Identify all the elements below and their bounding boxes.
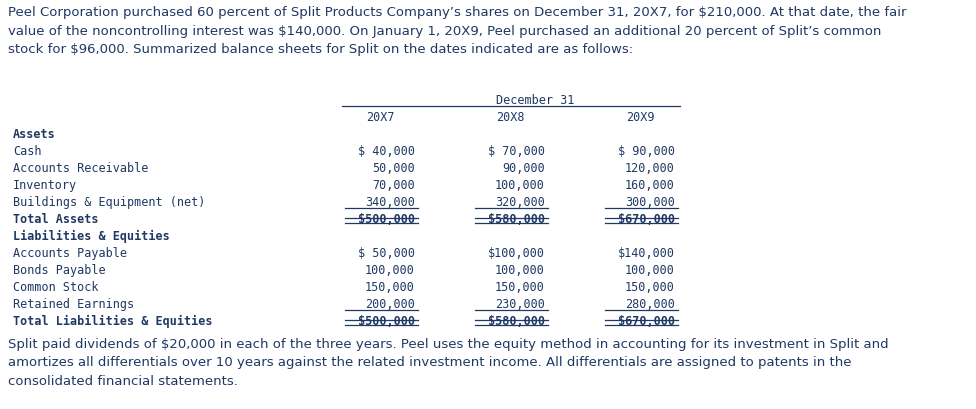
Text: 340,000: 340,000 (365, 196, 415, 209)
Text: $140,000: $140,000 (618, 246, 675, 259)
Text: Peel Corporation purchased 60 percent of Split Products Company’s shares on Dece: Peel Corporation purchased 60 percent of… (8, 6, 907, 56)
Text: Bonds Payable: Bonds Payable (13, 263, 105, 276)
Text: Accounts Receivable: Accounts Receivable (13, 162, 148, 175)
Text: 280,000: 280,000 (625, 297, 675, 310)
Text: $ 40,000: $ 40,000 (358, 145, 415, 157)
Text: $580,000: $580,000 (488, 314, 545, 327)
Text: 20X8: 20X8 (496, 111, 524, 124)
Text: 320,000: 320,000 (495, 196, 545, 209)
Text: 90,000: 90,000 (503, 162, 545, 175)
Text: 100,000: 100,000 (625, 263, 675, 276)
Text: 300,000: 300,000 (625, 196, 675, 209)
Text: $500,000: $500,000 (358, 213, 415, 225)
Text: $670,000: $670,000 (618, 314, 675, 327)
Text: Liabilities & Equities: Liabilities & Equities (13, 229, 170, 243)
Text: $580,000: $580,000 (488, 213, 545, 225)
Text: $670,000: $670,000 (618, 213, 675, 225)
Text: 150,000: 150,000 (495, 280, 545, 293)
Text: 150,000: 150,000 (625, 280, 675, 293)
Text: 70,000: 70,000 (372, 179, 415, 191)
Text: $ 50,000: $ 50,000 (358, 246, 415, 259)
Text: 50,000: 50,000 (372, 162, 415, 175)
Text: 20X7: 20X7 (366, 111, 394, 124)
Text: Total Assets: Total Assets (13, 213, 99, 225)
Text: Inventory: Inventory (13, 179, 77, 191)
Text: 160,000: 160,000 (625, 179, 675, 191)
Text: Retained Earnings: Retained Earnings (13, 297, 134, 310)
Text: 200,000: 200,000 (365, 297, 415, 310)
Text: Assets: Assets (13, 128, 56, 141)
Text: 100,000: 100,000 (495, 179, 545, 191)
Text: 120,000: 120,000 (625, 162, 675, 175)
Text: Total Liabilities & Equities: Total Liabilities & Equities (13, 314, 213, 327)
Text: $ 90,000: $ 90,000 (618, 145, 675, 157)
Text: 100,000: 100,000 (365, 263, 415, 276)
Text: Buildings & Equipment (net): Buildings & Equipment (net) (13, 196, 205, 209)
Text: $500,000: $500,000 (358, 314, 415, 327)
Text: 150,000: 150,000 (365, 280, 415, 293)
Text: 20X9: 20X9 (626, 111, 654, 124)
Text: 100,000: 100,000 (495, 263, 545, 276)
Text: December 31: December 31 (496, 94, 575, 107)
Text: Accounts Payable: Accounts Payable (13, 246, 127, 259)
Text: Common Stock: Common Stock (13, 280, 99, 293)
Text: Cash: Cash (13, 145, 42, 157)
Text: 230,000: 230,000 (495, 297, 545, 310)
Text: Split paid dividends of $20,000 in each of the three years. Peel uses the equity: Split paid dividends of $20,000 in each … (8, 337, 888, 387)
Text: $ 70,000: $ 70,000 (488, 145, 545, 157)
Text: $100,000: $100,000 (488, 246, 545, 259)
